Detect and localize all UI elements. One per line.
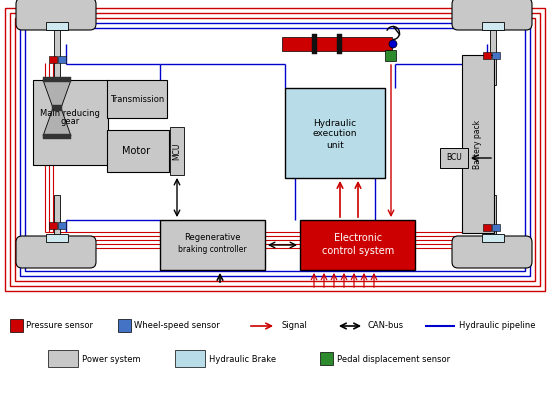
Bar (490, 195, 496, 242)
Text: Signal: Signal (281, 322, 307, 330)
FancyBboxPatch shape (16, 236, 96, 268)
Bar (385, 50, 396, 61)
Bar (46, 22, 68, 30)
Text: Electronic: Electronic (334, 233, 382, 243)
FancyBboxPatch shape (452, 0, 532, 30)
Circle shape (389, 40, 397, 48)
Text: Hydraulic pipeline: Hydraulic pipeline (459, 322, 536, 330)
Bar (492, 52, 500, 59)
Text: Power system: Power system (82, 354, 141, 363)
Text: braking controller: braking controller (178, 245, 246, 253)
Bar (285, 88, 385, 178)
Text: CAN-bus: CAN-bus (368, 322, 404, 330)
Bar (43, 77, 71, 82)
Bar (482, 234, 504, 242)
Bar (46, 234, 68, 242)
Bar (25, 28, 525, 271)
Polygon shape (43, 108, 71, 136)
Bar (33, 80, 108, 165)
Bar (10, 319, 23, 332)
Text: Regenerative: Regenerative (184, 233, 240, 241)
Text: control system: control system (322, 246, 394, 256)
Text: Wheel-speed sensor: Wheel-speed sensor (134, 322, 220, 330)
Bar (462, 55, 494, 233)
Bar (52, 105, 62, 111)
Bar (5, 8, 545, 291)
Bar (483, 224, 491, 231)
Bar (48, 350, 78, 367)
Text: execution: execution (313, 130, 358, 138)
Bar (482, 22, 504, 30)
Bar (49, 56, 57, 63)
Bar (49, 222, 57, 229)
Bar (160, 220, 265, 270)
Bar (43, 134, 71, 139)
Bar (58, 56, 66, 63)
Bar (440, 148, 468, 168)
Text: Main reducing: Main reducing (40, 109, 100, 117)
Text: Battery pack: Battery pack (474, 119, 482, 168)
Text: Pedal displacement sensor: Pedal displacement sensor (337, 354, 450, 363)
Text: gear: gear (60, 117, 80, 126)
Bar (54, 195, 60, 240)
FancyBboxPatch shape (452, 236, 532, 268)
Bar (490, 30, 496, 85)
Bar (312, 34, 317, 54)
Bar (118, 319, 131, 332)
Bar (107, 130, 169, 172)
Text: Transmission: Transmission (110, 95, 164, 103)
Bar (15, 18, 535, 281)
Bar (58, 222, 66, 229)
Bar (300, 220, 415, 270)
Bar (20, 23, 530, 276)
Text: unit: unit (326, 140, 344, 150)
Text: MCU: MCU (173, 142, 182, 160)
Bar (175, 350, 205, 367)
Polygon shape (43, 80, 71, 108)
Bar (170, 127, 184, 175)
Bar (282, 37, 392, 51)
FancyBboxPatch shape (16, 0, 96, 30)
Text: Pressure sensor: Pressure sensor (26, 322, 93, 330)
Bar (320, 352, 333, 365)
Text: Hydraulic Brake: Hydraulic Brake (209, 354, 276, 363)
Bar (54, 30, 60, 80)
Bar (492, 224, 500, 231)
Bar (10, 13, 540, 286)
Bar (107, 80, 167, 118)
Text: Hydraulic: Hydraulic (314, 119, 356, 128)
Bar (483, 52, 491, 59)
Text: Motor: Motor (122, 146, 150, 156)
Bar (337, 34, 342, 54)
Text: BCU: BCU (446, 154, 462, 162)
